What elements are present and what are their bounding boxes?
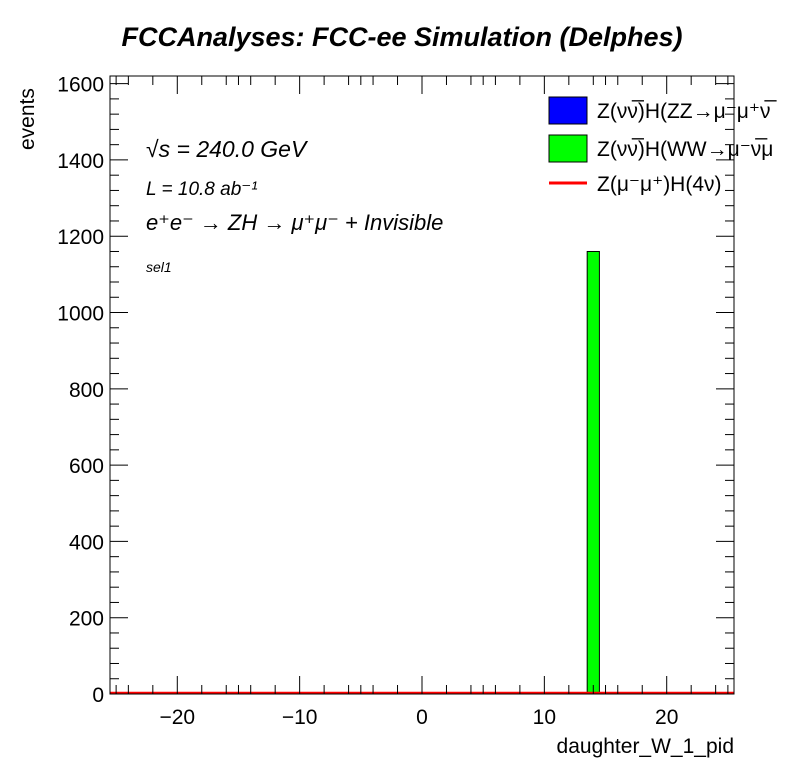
y-tick-label: 1000 <box>57 303 104 326</box>
y-axis: 0 200 400 600 800 1000 1200 1400 1600 <box>57 74 734 707</box>
x-tick-label: −10 <box>282 706 318 729</box>
x-tick-label: 0 <box>416 706 428 729</box>
y-tick-label: 1200 <box>57 226 104 249</box>
y-tick-label: 0 <box>92 684 104 707</box>
chart-title: FCCAnalyses: FCC-ee Simulation (Delphes) <box>121 22 682 52</box>
y-tick-label: 600 <box>69 455 104 478</box>
y-tick-label: 1600 <box>57 74 104 97</box>
annotation-sqrt-s: √s = 240.0 GeV <box>146 136 309 162</box>
legend-label: Z(νν̅)H(ZZ→μ⁻μ⁺ν̅ <box>597 100 777 123</box>
histogram-bar <box>586 250 600 695</box>
plot-area <box>109 75 735 695</box>
legend-swatch <box>548 134 588 163</box>
y-tick-label: 800 <box>69 379 104 402</box>
annotation-selection: sel1 <box>146 259 172 275</box>
x-tick-label: −20 <box>159 706 195 729</box>
x-tick-label: 20 <box>655 706 678 729</box>
x-axis-label: daughter_W_1_pid <box>557 735 734 758</box>
legend-label: Z(μ⁻μ⁺)H(4ν) <box>597 173 722 196</box>
legend: Z(νν̅)H(ZZ→μ⁻μ⁺ν̅ Z(νν̅)H(WW→μ⁻ν̅μ Z(μ⁻μ⁺)… <box>548 96 777 196</box>
x-axis: −20 −10 0 10 20 <box>115 76 729 729</box>
y-tick-label: 400 <box>69 531 104 554</box>
x-tick-label: 10 <box>533 706 556 729</box>
legend-label: Z(νν̅)H(WW→μ⁻ν̅μ <box>597 138 773 161</box>
y-tick-label: 1400 <box>57 150 104 173</box>
y-axis-label: events <box>16 88 39 150</box>
annotation-process: e⁺e⁻ → ZH → μ⁺μ⁻ + Invisible <box>146 210 443 235</box>
annotation-lumi: L = 10.8 ab⁻¹ <box>146 179 258 200</box>
legend-swatch <box>548 96 588 125</box>
plot-frame <box>109 75 735 695</box>
y-tick-label: 200 <box>69 608 104 631</box>
